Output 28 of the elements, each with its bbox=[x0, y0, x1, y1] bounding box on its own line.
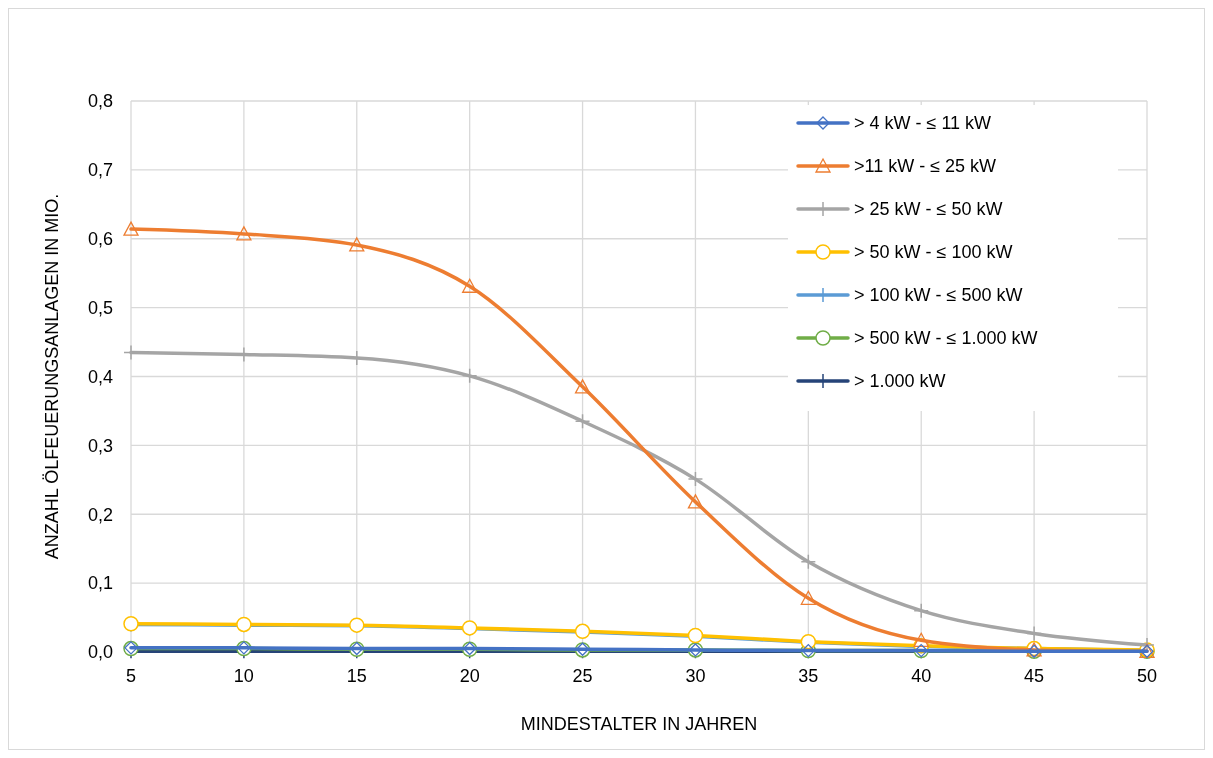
x-tick-label: 5 bbox=[125, 666, 137, 686]
x-tick-label: 45 bbox=[1024, 666, 1045, 686]
x-tick-label: 15 bbox=[346, 666, 367, 686]
x-tick-label: 50 bbox=[1136, 666, 1158, 686]
legend-label: > 50 kW - ≤ 100 kW bbox=[854, 242, 1013, 263]
legend-label: > 100 kW - ≤ 500 kW bbox=[854, 285, 1023, 306]
y-tick-label: 0,7 bbox=[87, 160, 113, 181]
legend-label: > 500 kW - ≤ 1.000 kW bbox=[854, 328, 1038, 349]
y-tick-label: 0,5 bbox=[87, 297, 113, 318]
x-tick-label: 20 bbox=[459, 666, 480, 686]
x-tick-label: 25 bbox=[572, 666, 593, 686]
x-tick-label: 10 bbox=[233, 666, 254, 686]
legend-label: > 1.000 kW bbox=[854, 371, 946, 392]
y-tick-label: 0,4 bbox=[87, 366, 113, 387]
x-tick-label: 40 bbox=[911, 666, 932, 686]
x-axis-title: MINDESTALTER IN JAHREN bbox=[520, 714, 758, 734]
y-tick-label: 0,8 bbox=[87, 91, 113, 112]
legend-label: > 4 kW - ≤ 11 kW bbox=[854, 113, 992, 134]
y-tick-label: 0,3 bbox=[87, 435, 113, 456]
y-axis-title: ANZAHL ÖLFEUERUNGSANLAGEN IN MIO. bbox=[42, 193, 62, 560]
y-tick-label: 0,6 bbox=[87, 229, 113, 250]
x-tick-label: 30 bbox=[685, 666, 706, 686]
x-tick-label: 35 bbox=[798, 666, 819, 686]
legend-label: >11 kW - ≤ 25 kW bbox=[854, 156, 997, 177]
y-tick-label: 0,2 bbox=[87, 504, 113, 525]
y-tick-label: 0,0 bbox=[87, 642, 113, 663]
y-tick-label: 0,1 bbox=[87, 573, 113, 594]
legend-label: > 25 kW - ≤ 50 kW bbox=[854, 199, 1003, 220]
